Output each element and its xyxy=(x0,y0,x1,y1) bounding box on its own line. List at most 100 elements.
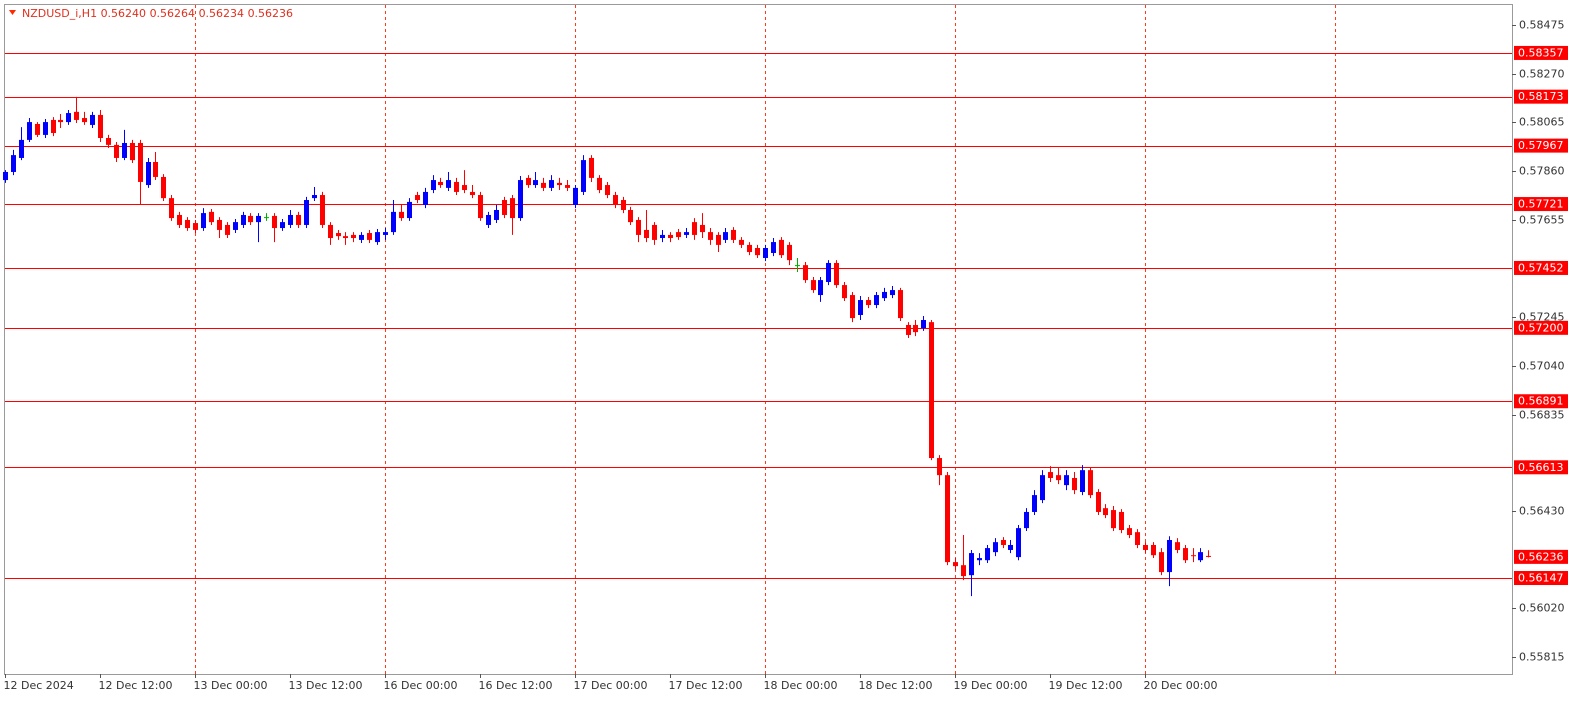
candle-body xyxy=(1143,544,1148,550)
candle-body xyxy=(945,475,950,563)
y-tick-label: 0.57655 xyxy=(1519,214,1565,227)
candle-body xyxy=(1151,544,1156,556)
candle-body xyxy=(1096,492,1101,512)
candle-body xyxy=(526,177,531,186)
candle-body xyxy=(1119,511,1124,531)
candle-body xyxy=(834,262,839,286)
candle-body xyxy=(866,300,871,306)
candle-body xyxy=(628,209,633,223)
candle-body xyxy=(1016,528,1021,558)
candle-body xyxy=(1040,475,1045,501)
x-tick-label: 19 Dec 12:00 xyxy=(1049,679,1123,692)
candle-body xyxy=(502,200,507,215)
candle-body xyxy=(241,214,246,225)
candle-body xyxy=(668,234,673,239)
level-label: 0.56613 xyxy=(1518,461,1564,474)
level-label: 0.56891 xyxy=(1518,395,1564,408)
candle-body xyxy=(177,214,182,225)
open-text: 0.56240 xyxy=(101,7,147,20)
candle-body xyxy=(423,191,428,205)
level-box xyxy=(1514,138,1568,153)
candle-body xyxy=(636,219,641,235)
candle-body xyxy=(161,176,166,199)
candle-body xyxy=(652,224,657,240)
candle-body xyxy=(185,219,190,229)
candle-body xyxy=(217,219,222,230)
candle-body xyxy=(438,181,443,186)
candle-body xyxy=(153,161,158,177)
candle-body xyxy=(1198,552,1203,561)
candle-body xyxy=(106,138,111,145)
candle-body xyxy=(312,195,317,199)
candle-body xyxy=(296,214,301,225)
x-tick-label: 17 Dec 00:00 xyxy=(574,679,648,692)
level-label: 0.58173 xyxy=(1518,90,1564,103)
x-tick-label: 18 Dec 00:00 xyxy=(764,679,838,692)
candle-body xyxy=(288,214,293,225)
candle-body xyxy=(470,191,475,196)
y-tick-label: 0.57040 xyxy=(1519,360,1565,373)
level-label: 0.57721 xyxy=(1518,198,1564,211)
x-tick-label: 12 Dec 12:00 xyxy=(99,679,173,692)
candle-body xyxy=(723,232,728,240)
collapse-arrow xyxy=(9,10,16,15)
candle-body xyxy=(320,195,325,225)
candle-body xyxy=(1032,495,1037,512)
candle-body xyxy=(929,322,934,459)
candle-body xyxy=(114,144,119,158)
candle-body xyxy=(375,232,380,243)
candle-body xyxy=(454,181,459,192)
candle-body xyxy=(913,324,918,333)
candle-body xyxy=(351,234,356,239)
plot-frame xyxy=(4,4,1513,675)
candle-body xyxy=(605,185,610,196)
candle-body xyxy=(890,290,895,296)
grid-layer xyxy=(5,5,1512,674)
level-label: 0.56147 xyxy=(1518,572,1564,585)
candle-body xyxy=(953,562,958,567)
candle-body xyxy=(130,142,135,161)
candle-body xyxy=(1088,470,1093,496)
current-price-box xyxy=(1514,549,1568,564)
level-box xyxy=(1514,260,1568,275)
candle-body xyxy=(692,222,697,235)
candle-body xyxy=(1024,511,1029,529)
low-text: 0.56234 xyxy=(199,7,245,20)
candle-body xyxy=(3,171,8,181)
candle-body xyxy=(882,291,887,299)
candle-body xyxy=(201,213,206,229)
y-tick-label: 0.56430 xyxy=(1519,505,1565,518)
level-box xyxy=(1514,460,1568,475)
candle-body xyxy=(700,224,705,233)
candle-body xyxy=(771,242,776,253)
candle-body xyxy=(58,119,63,123)
candle-body xyxy=(272,215,277,229)
candle-body xyxy=(98,114,103,138)
candle-body xyxy=(1127,528,1132,536)
level-label: 0.57452 xyxy=(1518,261,1564,274)
candle-body xyxy=(533,180,538,186)
candle-body xyxy=(739,239,744,245)
y-tick-label: 0.55815 xyxy=(1519,651,1565,664)
x-tick-label: 19 Dec 00:00 xyxy=(954,679,1028,692)
candle-body xyxy=(557,182,562,186)
level-box xyxy=(1514,89,1568,104)
candle-body xyxy=(969,553,974,576)
candle-body xyxy=(66,113,71,123)
candle-body xyxy=(549,180,554,188)
candle-body xyxy=(359,234,364,240)
y-tick-label: 0.56020 xyxy=(1519,602,1565,615)
candle-body xyxy=(248,215,253,223)
candles xyxy=(3,96,1211,597)
candle-body xyxy=(1135,532,1140,545)
candle-body xyxy=(1183,548,1188,561)
candle-body xyxy=(486,214,491,225)
candle-body xyxy=(961,565,966,577)
candle-body xyxy=(146,161,151,186)
candle-body xyxy=(35,123,40,135)
candle-body xyxy=(779,239,784,256)
candle-body xyxy=(233,222,238,230)
y-tick-label: 0.58475 xyxy=(1519,19,1565,32)
level-label: 0.57967 xyxy=(1518,139,1564,152)
candle-body xyxy=(1048,472,1053,478)
